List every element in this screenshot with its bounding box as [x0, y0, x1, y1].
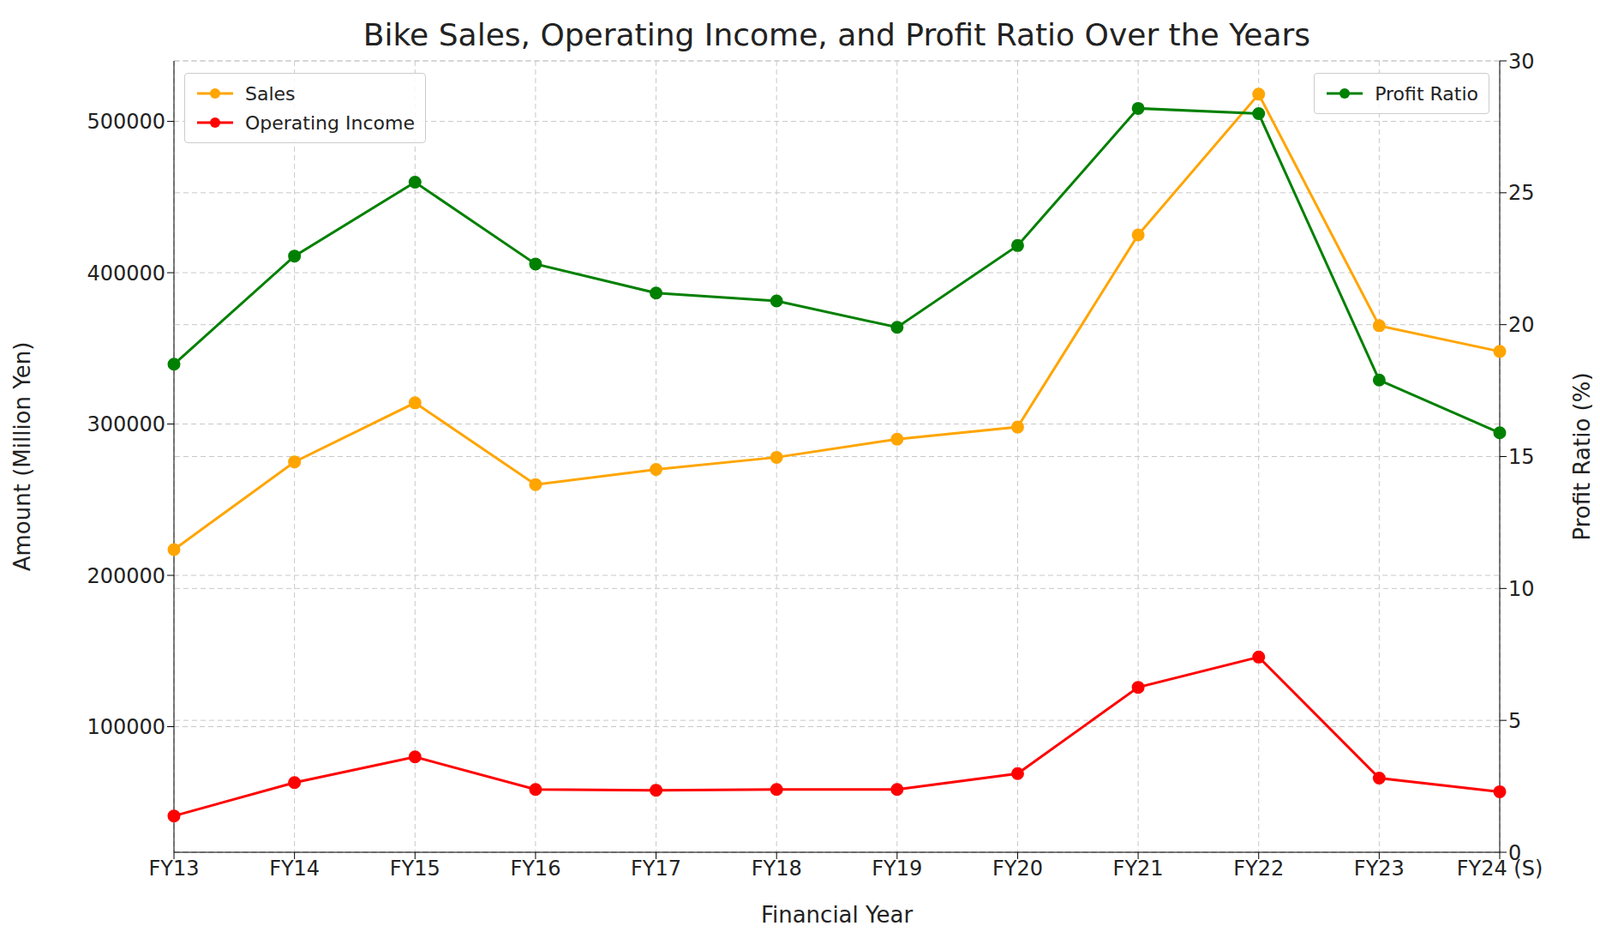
svg-text:20: 20	[1508, 312, 1535, 337]
svg-text:300000: 300000	[86, 412, 166, 437]
svg-text:FY23: FY23	[1354, 856, 1405, 881]
svg-text:500000: 500000	[86, 109, 166, 134]
svg-text:0: 0	[1508, 840, 1522, 865]
html-text:Profit Ratio: Profit Ratio	[1374, 82, 1479, 105]
html-text:Operating Income: Operating Income	[245, 111, 415, 134]
svg-text:10: 10	[1508, 576, 1535, 601]
svg-text:FY15: FY15	[389, 856, 441, 881]
svg-text:FY13: FY13	[148, 856, 199, 881]
svg-text:25: 25	[1508, 180, 1535, 205]
svg-text:Profit Ratio (%): Profit Ratio (%)	[1569, 371, 1593, 540]
svg-text:5: 5	[1508, 708, 1522, 733]
svg-text:FY19: FY19	[871, 856, 923, 881]
svg-text:FY22: FY22	[1233, 856, 1284, 881]
svg-text:30: 30	[1508, 49, 1535, 74]
svg-text:FY20: FY20	[992, 856, 1043, 881]
svg-text:Financial Year: Financial Year	[761, 901, 913, 928]
html-text:Sales: Sales	[245, 82, 296, 105]
svg-text:200000: 200000	[86, 563, 166, 588]
svg-text:100000: 100000	[86, 714, 166, 739]
svg-text:FY14: FY14	[269, 856, 320, 881]
svg-text:15: 15	[1508, 444, 1535, 469]
svg-text:FY17: FY17	[630, 856, 682, 881]
html-text:Bike Sales, Operating Income,: Bike Sales, Operating Income, and Profit…	[363, 17, 1311, 53]
svg-text:FY18: FY18	[751, 856, 803, 881]
svg-text:Amount (Million Yen): Amount (Million Yen)	[9, 341, 36, 572]
svg-text:FY16: FY16	[509, 856, 561, 881]
svg-text:400000: 400000	[86, 261, 166, 286]
svg-text:FY21: FY21	[1113, 856, 1164, 881]
svg-text:FY24 (S): FY24 (S)	[1456, 856, 1544, 881]
